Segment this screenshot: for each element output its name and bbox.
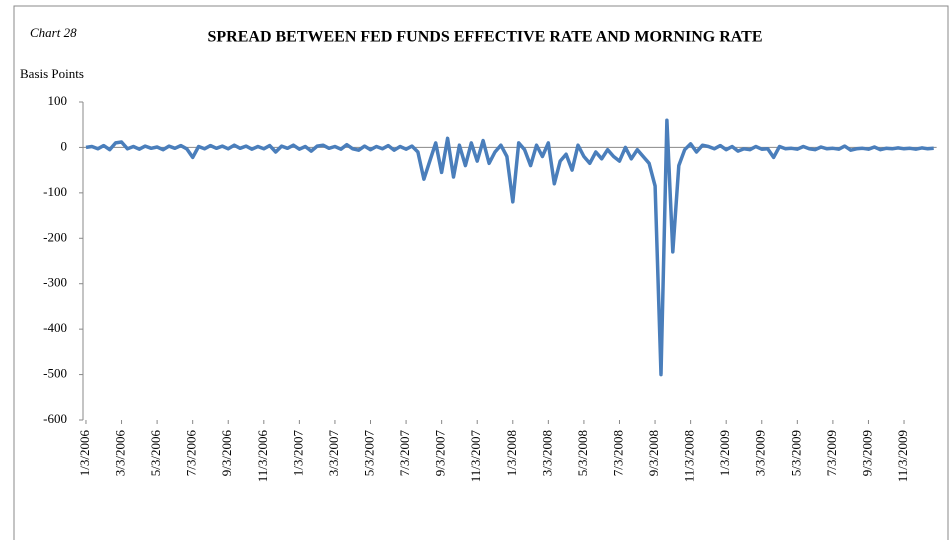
x-tick-label: 11/3/2007: [468, 430, 483, 483]
x-tick-label: 7/3/2008: [610, 430, 625, 476]
x-tick-label: 9/3/2006: [219, 430, 234, 477]
y-tick-label: -200: [43, 229, 67, 244]
x-tick-label: 1/3/2006: [77, 430, 92, 477]
x-tick-label: 11/3/2008: [682, 430, 697, 482]
x-tick-label: 1/3/2008: [504, 430, 519, 476]
x-tick-label: 9/3/2007: [433, 430, 448, 477]
x-tick-label: 3/3/2009: [753, 430, 768, 476]
chart-label: Chart 28: [30, 25, 77, 40]
x-tick-label: 11/3/2009: [895, 430, 910, 482]
chart-title: SPREAD BETWEEN FED FUNDS EFFECTIVE RATE …: [207, 29, 762, 46]
x-tick-label: 3/3/2007: [326, 430, 341, 477]
x-tick-label: 1/3/2009: [717, 430, 732, 476]
x-tick-label: 5/3/2007: [361, 430, 376, 477]
y-tick-label: -400: [43, 320, 67, 335]
y-tick-label: 100: [48, 93, 68, 108]
y-axis-label: Basis Points: [20, 66, 84, 81]
data-line: [85, 118, 934, 377]
x-tick-label: 9/3/2008: [646, 430, 661, 476]
x-tick-label: 9/3/2009: [859, 430, 874, 476]
x-tick-label: 7/3/2007: [397, 430, 412, 477]
x-tick-label: 7/3/2006: [184, 430, 199, 477]
x-tick-label: 1/3/2007: [290, 430, 305, 477]
x-tick-label: 5/3/2008: [575, 430, 590, 476]
y-tick-label: -100: [43, 184, 67, 199]
x-tick-label: 7/3/2009: [824, 430, 839, 476]
x-tick-label: 5/3/2009: [788, 430, 803, 476]
y-tick-label: -500: [43, 366, 67, 381]
y-tick-label: -600: [43, 411, 67, 426]
x-tick-label: 3/3/2006: [113, 430, 128, 477]
x-tick-label: 3/3/2008: [539, 430, 554, 476]
x-tick-label: 11/3/2006: [255, 430, 270, 483]
frame: [13, 5, 949, 540]
y-tick-label: 0: [61, 138, 68, 153]
x-tick-label: 5/3/2006: [148, 430, 163, 477]
y-tick-label: -300: [43, 275, 67, 290]
